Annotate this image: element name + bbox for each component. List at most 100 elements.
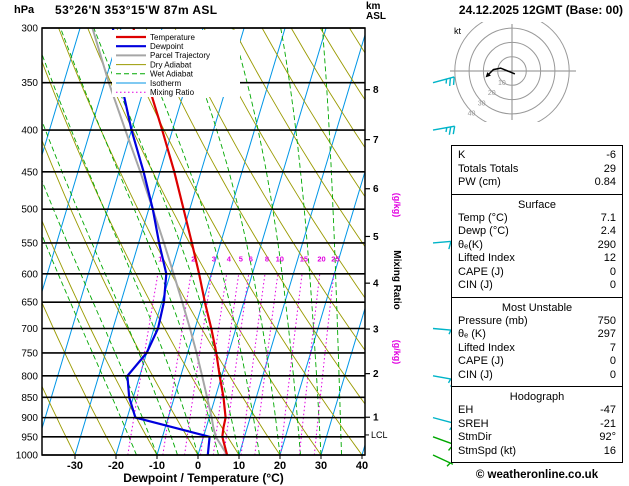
hodograph-ring — [454, 22, 570, 122]
dewpoint-curve — [111, 28, 211, 455]
stat-row: StmSpd (kt) 16 — [458, 445, 616, 459]
run-datetime: 24.12.2025 12GMT (Base: 00) — [458, 3, 623, 17]
hodograph-box: Hodograph EH -47 SREH -21 StmDir 92° StmSpd (k… — [451, 386, 623, 463]
stat-label: Totals Totals — [458, 162, 519, 175]
pressure-tick-label: 350 — [21, 78, 38, 89]
legend-label: Mixing Ratio — [150, 88, 195, 97]
isotherm-line — [42, 28, 122, 294]
wind-barb — [432, 125, 456, 135]
stat-value: 29 — [603, 162, 616, 175]
wet-adiabat-line — [280, 28, 322, 455]
legend-label: Isotherm — [150, 79, 181, 88]
mixing-ratio-value-label: 6 — [249, 254, 253, 263]
hodograph-rows: EH -47 SREH -21 StmDir 92° StmSpd (kt) 16 — [458, 404, 616, 458]
temp-tick-label: 40 — [356, 460, 368, 472]
stat-row: Lifted Index 7 — [458, 342, 616, 356]
isotherm-line — [279, 169, 365, 455]
most-unstable-box: Most Unstable Pressure (mb) 750 θₑ (K) 297 L… — [451, 296, 623, 387]
stat-label: Dewp (°C) — [458, 225, 509, 237]
pressure-tick-label: 500 — [21, 205, 38, 216]
altitude-axis-unit: km ASL — [366, 2, 386, 22]
stat-value: 12 — [603, 252, 616, 264]
stat-row: Lifted Index 12 — [458, 252, 616, 266]
stat-label: Lifted Index — [458, 341, 515, 354]
stats-panel: K -6 Totals Totals 29 PW (cm) 0.84 Surface Te… — [451, 145, 623, 463]
stat-row: CAPE (J) 0 — [458, 266, 616, 280]
stat-value: 92° — [599, 431, 616, 443]
isotherm-line — [320, 306, 365, 455]
wind-barb — [432, 454, 454, 467]
isotherm-line — [42, 28, 81, 157]
stat-row: Totals Totals 29 — [458, 163, 616, 177]
stat-value: 7 — [609, 341, 616, 354]
isotherm-line — [115, 28, 245, 455]
stat-row: θₑ(K) 290 — [458, 239, 616, 253]
mixing-ratio-value-label: 5 — [239, 254, 243, 263]
isotherm-line — [42, 28, 163, 431]
isotherm-line — [156, 28, 286, 455]
hodograph-ring-label: 40 — [468, 110, 476, 117]
stat-value: 0 — [609, 279, 616, 291]
legend-label: Dewpoint — [150, 42, 184, 51]
stat-label: θₑ(K) — [458, 238, 483, 251]
hodograph-ring-label: 20 — [488, 90, 496, 97]
hodograph-ring — [482, 41, 542, 101]
stat-row: K -6 — [458, 149, 616, 163]
stat-label: CIN (J) — [458, 368, 493, 381]
stat-row: Temp (°C) 7.1 — [458, 212, 616, 226]
pressure-tick-label: 1000 — [16, 451, 39, 462]
dry-adiabat-line — [42, 301, 117, 455]
stat-value: 0 — [609, 355, 616, 367]
pressure-tick-label: 600 — [21, 269, 38, 280]
legend-label: Temperature — [150, 33, 195, 42]
hodograph-ring — [497, 56, 527, 86]
mixing-ratio-line — [212, 273, 240, 455]
stat-label: Temp (°C) — [458, 211, 508, 224]
km-tick-label: 2 — [373, 369, 379, 380]
stat-value: 290 — [597, 238, 616, 251]
km-tick-label: 8 — [373, 85, 379, 96]
stat-value: -21 — [600, 417, 616, 430]
pressure-tick-label: 650 — [21, 298, 38, 309]
mixing-ratio-line — [223, 273, 250, 455]
stat-label: SREH — [458, 417, 489, 430]
legend-label: Parcel Trajectory — [150, 51, 210, 60]
temp-tick-label: -10 — [149, 460, 165, 472]
stat-label: Lifted Index — [458, 252, 515, 264]
most-unstable-rows: Pressure (mb) 750 θₑ (K) 297 Lifted Index 7 CA… — [458, 315, 616, 383]
pressure-tick-label: 900 — [21, 413, 38, 424]
mixing-ratio-axis-label: Mixing Ratio — [391, 250, 402, 309]
km-tick-label: 1 — [373, 413, 379, 424]
mixing-ratio-line — [254, 273, 279, 455]
stat-label: CAPE (J) — [458, 265, 504, 278]
pressure-tick-label: 750 — [21, 348, 38, 359]
km-tick-label: 4 — [373, 279, 379, 290]
stat-label: CIN (J) — [458, 279, 493, 291]
stat-row: CAPE (J) 0 — [458, 355, 616, 369]
pressure-tick-label: 800 — [21, 371, 38, 382]
km-label: km — [366, 1, 381, 12]
mixing-ratio-line — [184, 273, 213, 455]
temp-tick-label: 0 — [195, 460, 201, 472]
temp-tick-label: -30 — [67, 460, 83, 472]
hodograph-unit-label: kt — [454, 26, 462, 36]
section-title-hodograph: Hodograph — [509, 391, 565, 403]
mixing-ratio-value-label: 25 — [331, 254, 339, 263]
plot-border — [41, 27, 366, 456]
pressure-tick-label: 400 — [21, 126, 38, 137]
temp-tick-label: 20 — [274, 460, 286, 472]
stat-value: 0 — [609, 368, 616, 381]
stat-value: 0.84 — [594, 176, 616, 188]
section-title-most-unstable: Most Unstable — [501, 301, 573, 314]
lcl-label: LCL — [371, 430, 388, 440]
mixing-ratio-line — [313, 273, 335, 455]
mixing-ratio-value-label: 8 — [265, 254, 269, 263]
stat-row: θₑ (K) 297 — [458, 328, 616, 342]
copyright: © weatheronline.co.uk — [475, 469, 599, 481]
mixing-ratio-value-label: 20 — [317, 254, 325, 263]
stat-label: K — [458, 149, 466, 161]
stat-row: PW (cm) 0.84 — [458, 176, 616, 190]
